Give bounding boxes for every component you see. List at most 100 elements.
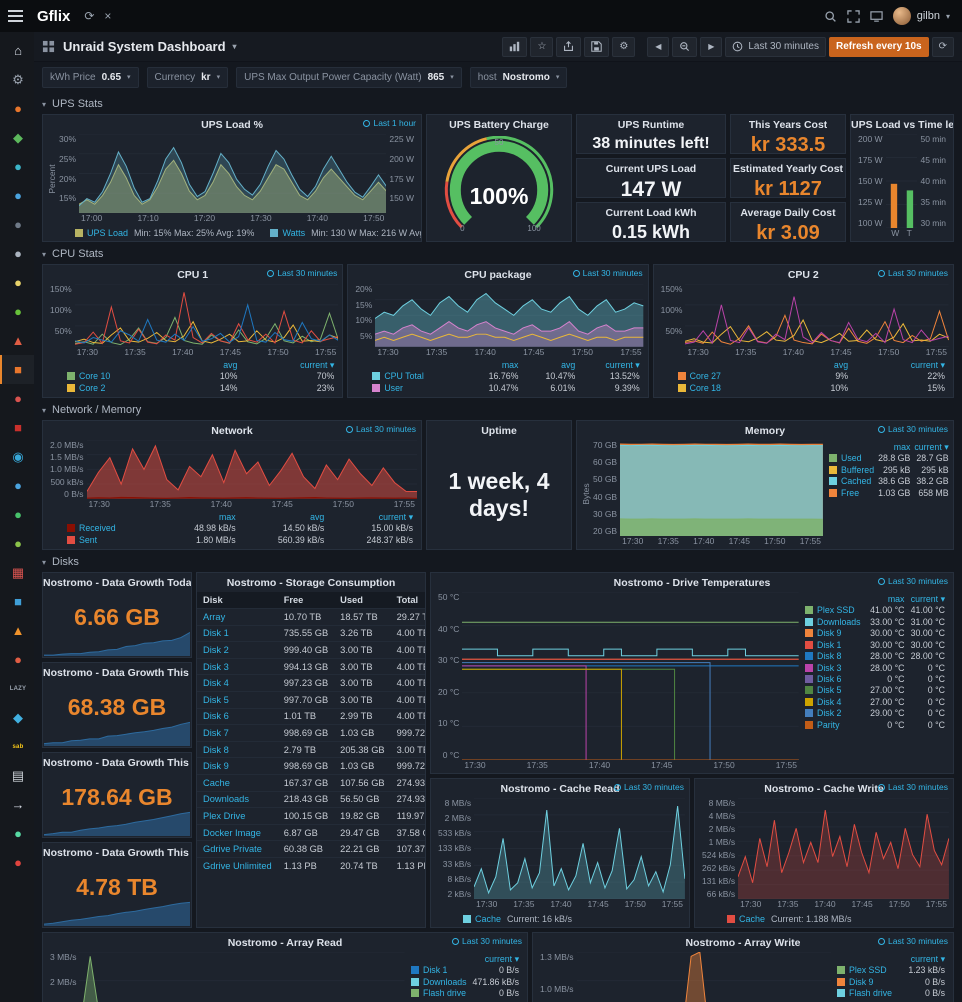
fullscreen-button[interactable] [847,9,860,23]
legend-series-name[interactable]: Core 18 [689,382,721,393]
menu-button[interactable] [8,10,23,22]
legend-series-name[interactable]: Flash drive [849,988,893,999]
disk-link[interactable]: Disk 1 [197,624,278,642]
disk-link[interactable]: Disk 9 [197,757,278,775]
sidebar-icon-6[interactable]: ● [0,181,34,210]
legend-series-name[interactable]: Received [79,523,116,534]
add-panel-button[interactable] [502,36,528,57]
panel-header[interactable]: Nostromo - Array Write [533,933,953,952]
time-forward-button[interactable]: ▶ [700,36,723,57]
panel-header[interactable]: UPS Runtime [577,115,725,134]
row-header-disks[interactable]: ▾ Disks [42,552,954,572]
legend-sort-header[interactable]: max [501,359,519,370]
dashboard-picker-button[interactable] [42,40,55,53]
legend-sort-header[interactable]: current ▾ [378,511,413,522]
disk-link[interactable]: Downloads [197,790,278,808]
legend-series-name[interactable]: Cache [739,913,766,924]
row-header-cpu-stats[interactable]: ▾ CPU Stats [42,244,954,264]
disk-link[interactable]: Gdrive Private [197,840,278,858]
panel-header[interactable]: Network [43,421,421,440]
disk-link[interactable]: Docker Image [197,823,278,841]
save-button[interactable] [584,36,610,57]
panel-header[interactable]: Nostromo - Data Growth This Year [43,843,191,862]
column-header[interactable]: Disk [197,592,278,609]
zoom-out-button[interactable] [672,36,698,57]
legend-series-name[interactable]: Cache [475,913,502,924]
sidebar-icon-9[interactable]: ● [0,268,34,297]
array-write-chart[interactable] [576,952,831,1002]
sidebar-icon-1[interactable]: ⌂ [0,36,34,65]
refresh-interval-button[interactable]: Refresh every 10s [828,36,929,57]
legend-series-name[interactable]: Downloads [423,976,467,987]
sidebar-icon-20[interactable]: ■ [0,587,34,616]
panel-header[interactable]: Nostromo - Cache Read [431,779,689,798]
share-button[interactable] [556,36,582,57]
variable-dropdown-2[interactable]: Currency kr ▾ [146,66,229,88]
panel-header[interactable]: Nostromo - Data Growth Today [43,573,191,592]
sidebar-icon-29[interactable]: ● [0,848,34,877]
close-button[interactable]: × [104,10,111,22]
legend-sort-header[interactable]: current ▾ [605,359,640,370]
sidebar-icon-19[interactable]: ▦ [0,558,34,587]
legend-series-name[interactable]: Disk 3 [817,662,842,673]
sidebar-icon-27[interactable]: → [0,790,34,819]
panel-header[interactable]: UPS Load vs Time left [851,115,953,134]
sidebar-icon-21[interactable]: ▲ [0,616,34,645]
dashboard-title-button[interactable]: Unraid System Dashboard ▾ [63,39,237,54]
sidebar-icon-8[interactable]: ● [0,239,34,268]
legend-series-name[interactable]: CPU Total [384,371,424,382]
memory-chart[interactable] [620,440,823,536]
tv-mode-button[interactable] [870,10,883,23]
legend-series-name[interactable]: Core 27 [689,371,721,382]
legend-series-name[interactable]: Parity [817,719,840,730]
legend-series-name[interactable]: Core 2 [79,382,106,393]
legend-series-name[interactable]: Disk 9 [817,628,842,639]
panel-header[interactable]: CPU package [348,265,647,284]
disk-link[interactable]: Gdrive Unlimited [197,856,278,874]
panel-header[interactable]: Nostromo - Cache Write [695,779,953,798]
user-menu[interactable]: gilbn ▾ [892,7,950,25]
sidebar-icon-17[interactable]: ● [0,500,34,529]
legend-series-name[interactable]: Plex SSD [817,605,855,616]
legend-series-name[interactable]: UPS Load [87,227,129,238]
legend-series-name[interactable]: Flash drive [423,988,467,999]
panel-header[interactable]: Current Load kWh [577,203,725,222]
legend-series-name[interactable]: Disk 1 [423,965,448,976]
sidebar-icon-13[interactable]: ● [0,384,34,413]
legend-sort-header[interactable]: max [893,442,911,452]
legend-series-name[interactable]: Disk 1 [817,639,842,650]
drive-temperatures-chart[interactable] [462,592,799,760]
legend-sort-header[interactable]: current ▾ [300,359,335,370]
sidebar-icon-5[interactable]: ● [0,152,34,181]
legend-series-name[interactable]: Plex SSD [849,965,887,976]
refresh-button[interactable]: ⟳ [931,36,954,57]
column-header[interactable]: Free [277,592,335,609]
disk-link[interactable]: Cache [197,773,278,792]
panel-header[interactable]: Memory [577,421,953,440]
sidebar-icon-16[interactable]: ● [0,471,34,500]
panel-header[interactable]: Nostromo - Drive Temperatures [431,573,953,592]
panel-header[interactable]: Average Daily Cost [731,203,845,222]
disk-link[interactable]: Disk 6 [197,707,278,725]
settings-button[interactable]: ⚙ [612,36,636,57]
legend-sort-header[interactable]: avg [223,359,238,370]
panel-header[interactable]: This Years Cost [731,115,845,134]
sidebar-icon-18[interactable]: ● [0,529,34,558]
sidebar-icon-11[interactable]: ▲ [0,326,34,355]
legend-sort-header[interactable]: max [219,511,236,522]
time-range-button[interactable]: Last 30 minutes [725,36,826,57]
panel-header[interactable]: Nostromo - Array Read [43,933,527,952]
sidebar-icon-7[interactable]: ● [0,210,34,239]
legend-sort-header[interactable]: max [887,594,905,604]
disk-link[interactable]: Disk 7 [197,724,278,742]
load-time-bars[interactable] [885,134,918,228]
variable-dropdown-3[interactable]: UPS Max Output Power Capacity (Watt) 865 ▾ [236,66,462,88]
sidebar-icon-12[interactable]: ■ [0,355,34,384]
legend-sort-header[interactable]: avg [561,359,576,370]
legend-series-name[interactable]: Disk 8 [817,651,842,662]
panel-header[interactable]: CPU 2 [654,265,953,284]
legend-sort-header[interactable]: current ▾ [484,954,519,964]
legend-sort-header[interactable]: avg [833,359,849,370]
sidebar-icon-10[interactable]: ● [0,297,34,326]
disk-link[interactable]: Disk 2 [197,641,278,659]
